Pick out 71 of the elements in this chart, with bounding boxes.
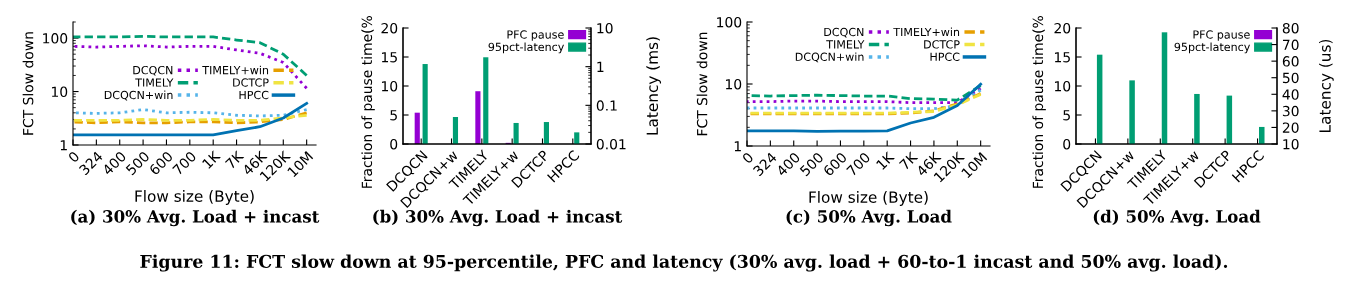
x-tick-label: 700: [846, 151, 871, 177]
x-tick-label: 700: [172, 150, 197, 176]
text: (d) 50% Avg. Load: [1093, 209, 1261, 227]
y-axis-title: Fraction of pause time(%: [1032, 16, 1046, 188]
x-axis-title: Flow size (Byte): [809, 191, 928, 206]
y-tick-label: 10: [381, 80, 398, 92]
x-tick-label: 7K: [898, 150, 919, 171]
legend-label: DCQCN+win: [104, 90, 173, 101]
legend-label: DCTCP: [924, 40, 960, 49]
y-tick-label: 5: [1063, 110, 1070, 121]
y-axis-title: FCT Slow down: [696, 32, 708, 136]
y2-tick-label: 70: [1283, 39, 1299, 51]
legend-label: HPCC: [239, 90, 269, 100]
y-tick-label: 10: [1054, 80, 1071, 92]
x-tick-label: 400: [775, 151, 801, 177]
legend-label: DCQCN: [133, 65, 173, 76]
y2-tick-label: 60: [1282, 56, 1299, 67]
y2-tick-label: 10: [1283, 138, 1299, 150]
x-tick-label: 1K: [201, 149, 221, 169]
x-tick-label: 324: [78, 150, 104, 176]
y2-tick-label: 80: [1282, 22, 1299, 34]
y2-tick-label: 0.1: [596, 100, 617, 111]
y2-tick-label: 10: [597, 22, 613, 34]
x-tick-label: 400: [101, 150, 127, 176]
y-tick-label: 10: [725, 78, 742, 90]
x-tick-label: 1K: [875, 150, 895, 170]
y-tick-label: 1: [60, 140, 67, 151]
legend-label: 95pct-latency: [488, 42, 564, 54]
y2-tick-label: 20: [1282, 122, 1299, 133]
legend-label: TIMELY: [826, 40, 865, 49]
y-tick-label: 5: [390, 110, 397, 121]
legend-label: DCTCP: [233, 78, 269, 87]
y-tick-label: 0: [390, 138, 398, 150]
y-tick-label: 20: [1054, 22, 1071, 34]
legend-label: PFC pause: [1193, 30, 1250, 41]
y-axis-title: Fraction of pause time(%: [361, 16, 375, 188]
y-tick-label: 100: [717, 16, 742, 28]
legend-label: TIMELY: [135, 78, 174, 87]
y-axis-title: FCT Slow down: [22, 32, 34, 135]
text: (a) 30% Avg. Load + incast: [71, 209, 320, 227]
legend-label: DCQCN+win: [795, 52, 864, 63]
y2-tick-label: 0.01: [596, 138, 626, 150]
y-tick-label: 1: [734, 141, 741, 152]
y2-tick-label: 40: [1282, 89, 1299, 100]
legend-label: DCQCN: [824, 27, 864, 38]
x-tick-label: 500: [125, 150, 151, 176]
y2-tick-label: 1: [597, 61, 604, 72]
y-tick-label: 20: [381, 22, 398, 34]
caption: Figure 11: FCT slow down at 95-percentile, PFC and latency (30% avg. load + 60-to-1 incast and 50% avg. load).: [140, 254, 1228, 272]
y2-tick-label: 50: [1282, 72, 1299, 84]
legend-label: TIMELY+win: [893, 27, 960, 36]
x-axis-title: Flow size (Byte): [135, 190, 254, 205]
text: (c) 50% Avg. Load: [786, 209, 952, 227]
x-tick-label: 324: [752, 151, 778, 177]
x-tick-label: 0: [67, 150, 80, 164]
x-tick-label: 500: [799, 151, 825, 177]
legend-label: PFC pause: [507, 30, 564, 41]
y-tick-label: 0: [1063, 138, 1071, 150]
legend-label: HPCC: [930, 52, 960, 61]
y-tick-label: 100: [43, 33, 68, 44]
y-tick-label: 15: [381, 52, 397, 63]
text: (b) 30% Avg. Load + incast: [373, 209, 623, 227]
y2-axis-title: Latency (ms): [646, 37, 662, 135]
x-tick-label: 0: [741, 151, 754, 165]
legend-label: TIMELY+win: [202, 65, 269, 75]
y2-axis-title: Latency (us): [1319, 39, 1334, 132]
x-tick-label: 7K: [224, 149, 245, 170]
y-tick-label: 15: [1054, 52, 1070, 63]
y2-tick-label: 30: [1282, 105, 1299, 117]
legend-label: 95pct-latency: [1174, 42, 1250, 54]
y-tick-label: 10: [51, 86, 68, 98]
